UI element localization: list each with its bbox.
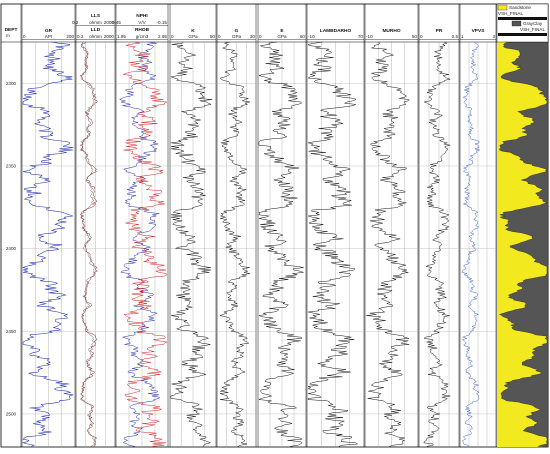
curve-lls bbox=[80, 41, 96, 447]
track-title: NPHI bbox=[136, 13, 148, 19]
track-scale-right: 50 bbox=[412, 34, 418, 39]
track-scale-left: 0.2 bbox=[77, 34, 84, 39]
legend-swatch-sand bbox=[497, 4, 508, 11]
track-scale-right: 2.95 bbox=[158, 34, 167, 39]
track-scale-right: 2000 bbox=[104, 20, 115, 25]
track-scale-left: 0.2 bbox=[72, 20, 79, 25]
track-title: RHOB bbox=[135, 27, 150, 33]
depth-tick-label: 2450 bbox=[6, 329, 17, 334]
track-scale-right: 0.5 bbox=[452, 34, 459, 39]
curves bbox=[21, 41, 549, 448]
track-scale-right: 3 bbox=[492, 34, 495, 39]
track-unit: GPa bbox=[188, 34, 198, 39]
track-scale-left: 0 bbox=[259, 34, 262, 39]
track-unit: API bbox=[45, 34, 52, 39]
legend-label: GrayClay bbox=[523, 21, 543, 26]
track-scale-right: 60 bbox=[300, 34, 306, 39]
curve-gr bbox=[21, 41, 74, 447]
track-title: MURHO bbox=[382, 28, 400, 34]
track-unit: V/V bbox=[138, 20, 146, 25]
depth-axis: 2300 2350 2400 2450 2500 bbox=[6, 81, 17, 417]
track-unit: GPa bbox=[232, 34, 242, 39]
fill-clay bbox=[499, 41, 549, 448]
curve-nphi bbox=[118, 41, 160, 447]
legend-swatch-clay bbox=[511, 20, 522, 27]
curve-pr bbox=[423, 41, 452, 447]
legend-label: VSH_FINAL bbox=[498, 11, 523, 16]
track-scale-left: 0 bbox=[218, 34, 221, 39]
depth-track-title: DEPT bbox=[5, 27, 18, 33]
track-scale-left: 1 bbox=[461, 34, 464, 39]
track-unit: GPa bbox=[277, 34, 287, 39]
legend-bar bbox=[498, 33, 547, 36]
track-scale-left: 1.95 bbox=[117, 34, 126, 39]
track-scale-left: 0 bbox=[23, 34, 26, 39]
track-scale-left: -10 bbox=[366, 34, 373, 39]
curve-rhob bbox=[123, 41, 168, 447]
curve-g bbox=[219, 41, 251, 447]
track-title: K bbox=[191, 28, 195, 34]
track-scale-right: 50 bbox=[210, 34, 216, 39]
track-title: E bbox=[280, 28, 284, 34]
track-title: LLS bbox=[91, 13, 101, 19]
track-scale-right: 30 bbox=[250, 34, 256, 39]
curve-murho bbox=[366, 41, 410, 447]
track-scale-right: 2000 bbox=[104, 34, 115, 39]
track-title: LAMBDARHO bbox=[320, 28, 352, 34]
track-scale-right: -0.15 bbox=[157, 20, 168, 25]
track-unit: ohmm bbox=[89, 20, 102, 25]
track-scale-left: 0.45 bbox=[112, 20, 121, 25]
track-scale-left: 0 bbox=[171, 34, 174, 39]
track-title: LLD bbox=[91, 27, 101, 33]
track-title: PR bbox=[436, 28, 443, 34]
depth-tick-label: 2350 bbox=[6, 164, 17, 169]
track-scale-right: 70 bbox=[358, 34, 364, 39]
legend-bar bbox=[498, 17, 547, 20]
curve-lld bbox=[79, 41, 98, 447]
curve-vpvs bbox=[461, 41, 481, 447]
curve-k bbox=[170, 41, 213, 447]
depth-tick-label: 2500 bbox=[6, 412, 17, 417]
track-title: G bbox=[235, 28, 239, 34]
legend-label: Sandstone bbox=[509, 5, 531, 10]
depth-track-unit: m bbox=[6, 33, 10, 38]
track-scale-right: 200 bbox=[66, 34, 74, 39]
track-unit: ohmm bbox=[89, 34, 102, 39]
outer-frame bbox=[0, 3, 549, 448]
track-title: VPVS bbox=[472, 28, 486, 34]
track-unit: g/cm3 bbox=[136, 34, 149, 39]
depth-tick-label: 2400 bbox=[6, 246, 17, 251]
curve-lambdarho bbox=[307, 41, 359, 447]
track-title: GR bbox=[45, 28, 53, 34]
legend-label: VSH_FINAL bbox=[520, 27, 545, 32]
track-scale-left: 0 bbox=[420, 34, 423, 39]
track-grid bbox=[0, 3, 549, 448]
depth-tick-label: 2300 bbox=[6, 81, 17, 86]
track-scale-left: -10 bbox=[308, 34, 315, 39]
curve-e bbox=[258, 41, 304, 447]
